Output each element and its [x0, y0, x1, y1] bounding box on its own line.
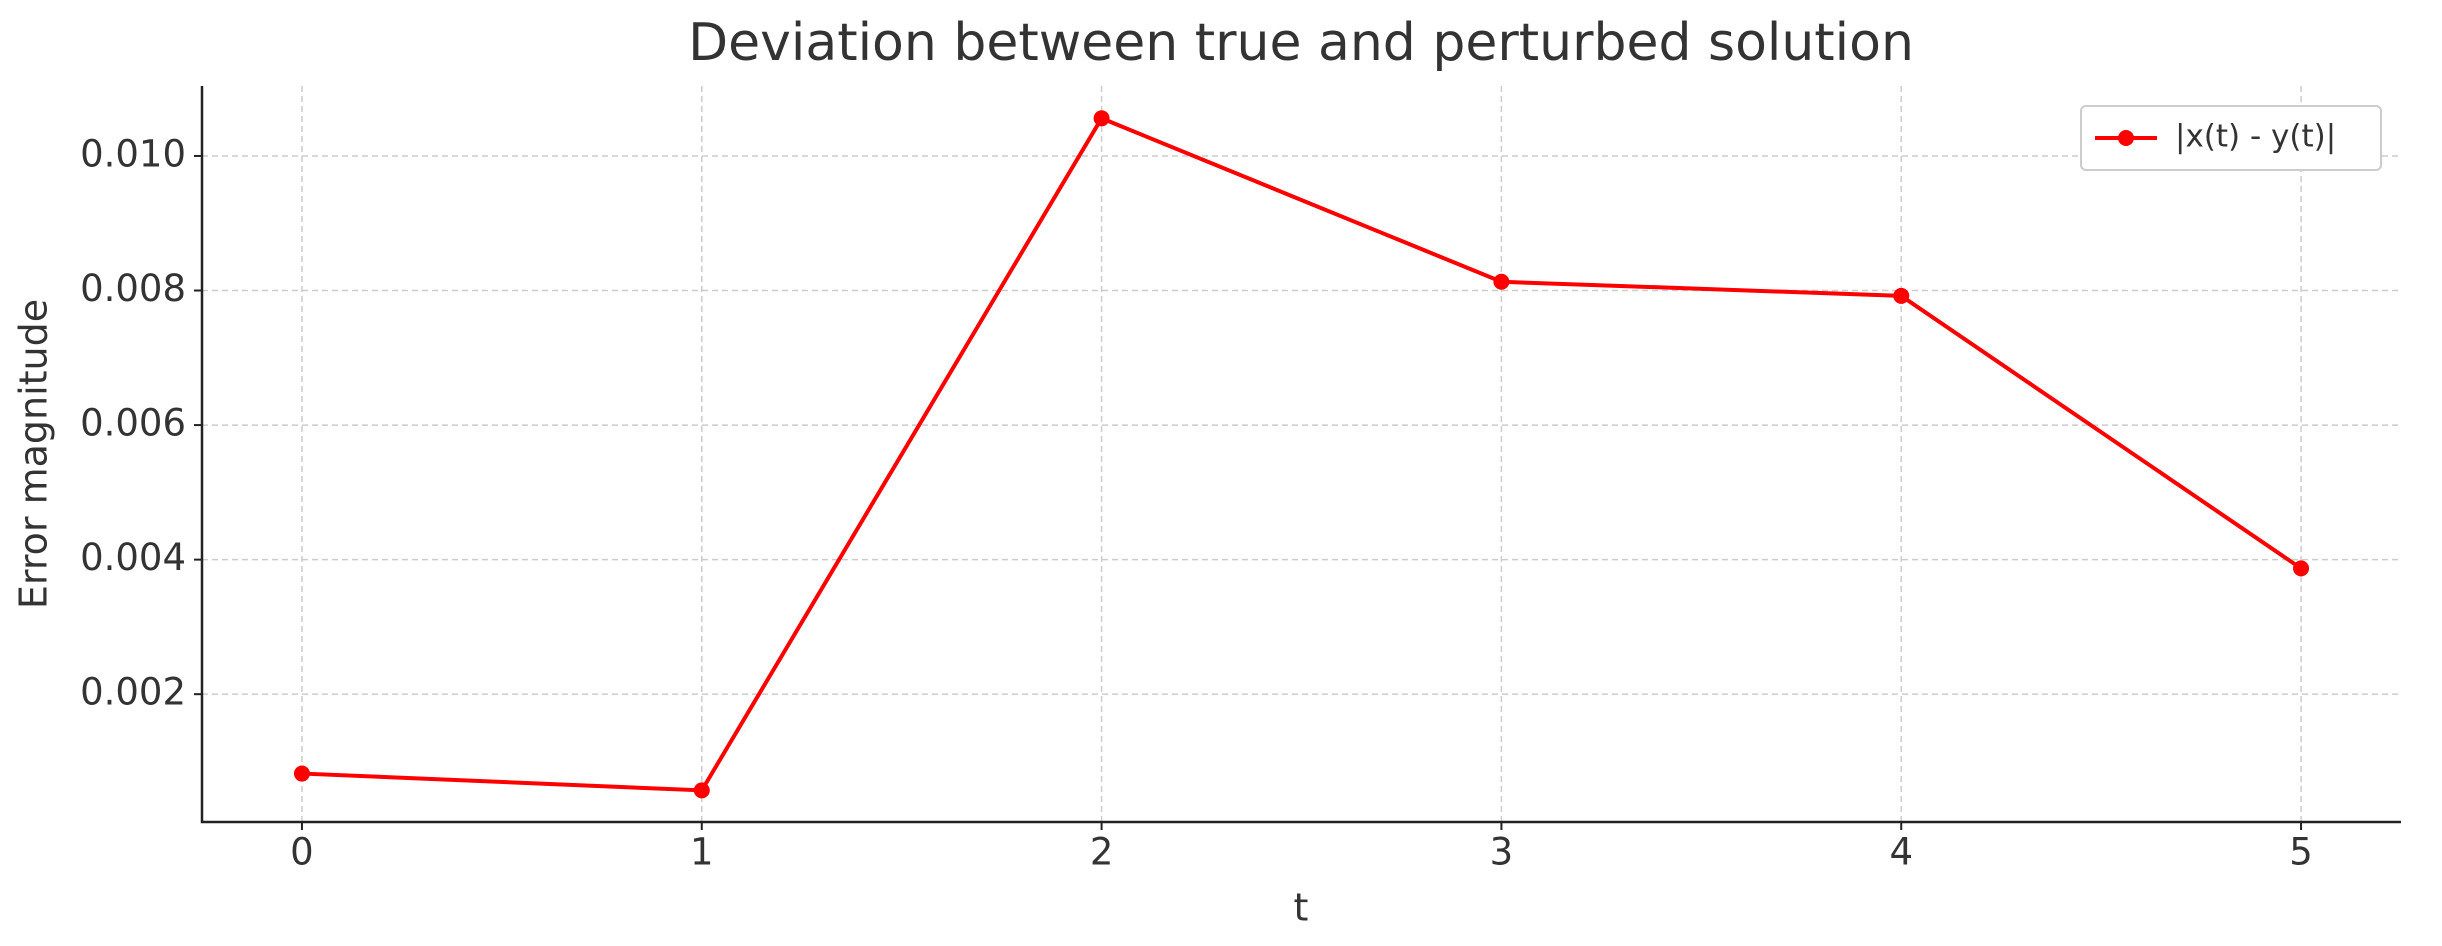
axis-spine: [200, 86, 2401, 824]
data-point: [1493, 273, 1510, 290]
data-point: [293, 765, 310, 782]
legend-label: |x(t) - y(t)|: [2175, 119, 2336, 155]
chart-title: Deviation between true and perturbed sol…: [688, 13, 1914, 73]
x-tick-label: 5: [2289, 831, 2313, 874]
x-tick-label: 1: [690, 831, 714, 874]
y-axis-label: Error magnitude: [12, 299, 56, 609]
y-tick-label: 0.010: [80, 132, 186, 175]
y-tick-label: 0.006: [80, 402, 186, 445]
x-axis-label: t: [1294, 886, 1309, 930]
x-tick-label: 3: [1490, 831, 1514, 874]
data-point: [1093, 110, 1110, 127]
legend-marker: [2118, 130, 2134, 146]
x-tick-label: 0: [290, 831, 314, 874]
x-tick-label: 4: [1889, 831, 1913, 874]
legend: |x(t) - y(t)|: [2080, 105, 2382, 171]
y-tick-label: 0.002: [80, 671, 186, 714]
y-tick-label: 0.004: [80, 536, 186, 579]
legend-box: [2080, 105, 2382, 171]
data-point: [2293, 560, 2310, 577]
y-tick-label: 0.008: [80, 267, 186, 310]
data-point: [1893, 287, 1910, 304]
data-point: [693, 782, 710, 799]
data-line: [301, 115, 2303, 793]
x-tick-label: 2: [1090, 831, 1114, 874]
